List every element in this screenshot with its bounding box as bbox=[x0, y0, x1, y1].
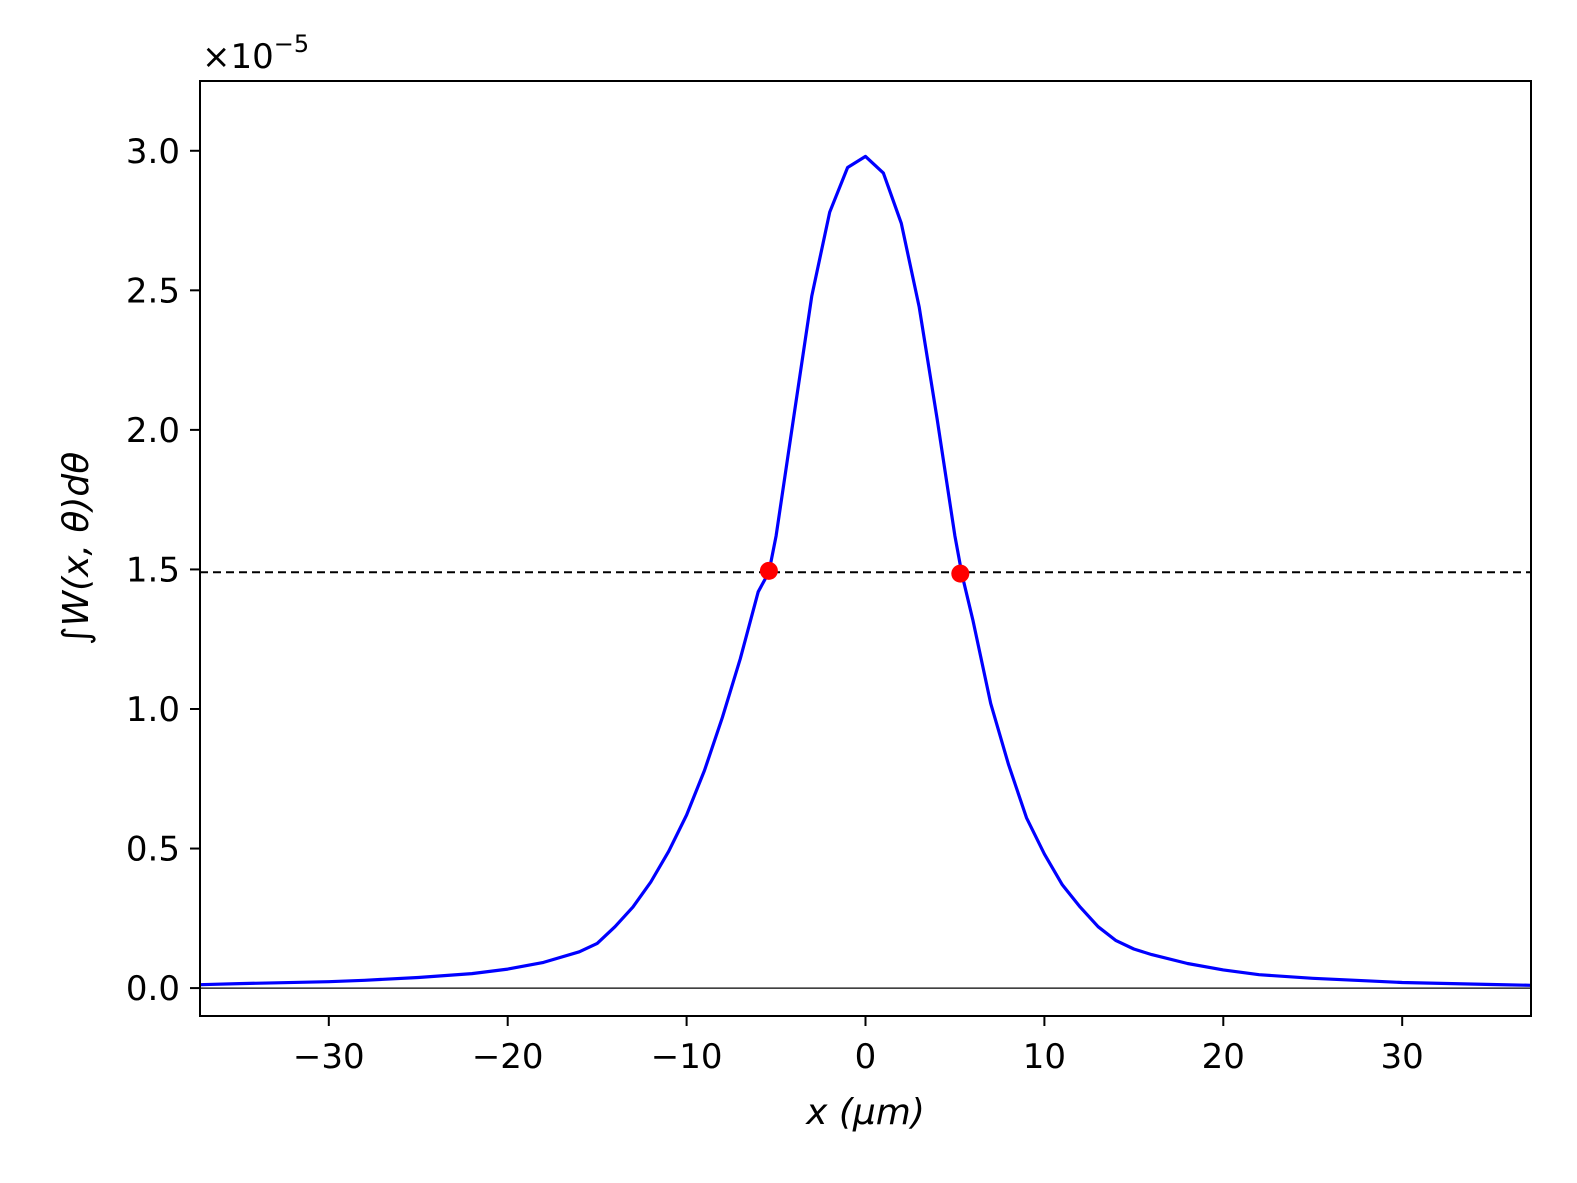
y-tick-label: 3.0 bbox=[126, 132, 180, 172]
x-tick-label: −20 bbox=[472, 1037, 544, 1077]
x-tick-label: 20 bbox=[1202, 1037, 1245, 1077]
x-tick-label: 0 bbox=[855, 1037, 877, 1077]
y-tick-label: 2.0 bbox=[126, 411, 180, 451]
offset-base: ×10 bbox=[202, 37, 274, 77]
plot-area bbox=[199, 154, 1532, 989]
y-tick-label: 2.5 bbox=[126, 271, 180, 311]
y-axis-offset-text: ×10−5 bbox=[202, 30, 309, 77]
y-axis: 0.0 0.5 1.0 1.5 2.0 2.5 3.0 bbox=[126, 132, 200, 1009]
series-line-0 bbox=[199, 154, 1532, 987]
offset-exponent: −5 bbox=[274, 30, 309, 58]
x-tick-label: −30 bbox=[293, 1037, 365, 1077]
x-tick-label: 30 bbox=[1381, 1037, 1424, 1077]
x-axis: −30 −20 −10 0 10 20 30 bbox=[293, 1016, 1424, 1077]
y-tick-label: 1.0 bbox=[126, 690, 180, 730]
x-axis-label: x (μm) bbox=[805, 1092, 925, 1133]
y-tick-label: 0.5 bbox=[126, 830, 180, 870]
x-tick-label: 10 bbox=[1023, 1037, 1066, 1077]
marker-point-0 bbox=[759, 561, 778, 580]
y-tick-label: 1.5 bbox=[126, 550, 180, 590]
x-tick-label: −10 bbox=[651, 1037, 723, 1077]
marker-point-1 bbox=[951, 564, 970, 583]
y-axis-label: ∫W(x, θ)dθ bbox=[56, 452, 97, 646]
y-tick-label: 0.0 bbox=[126, 969, 180, 1009]
axes-frame bbox=[199, 80, 1532, 1017]
